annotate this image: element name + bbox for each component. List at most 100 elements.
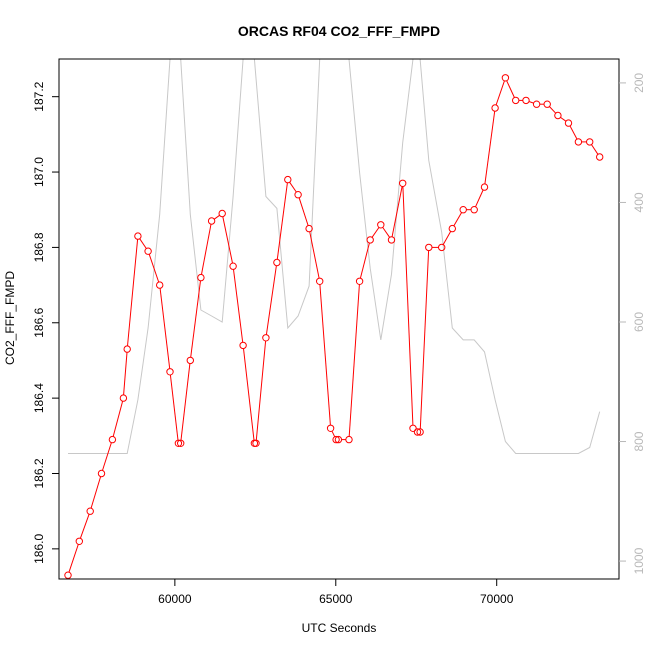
series-segment [331,430,336,437]
data-point [156,281,164,289]
data-point [355,277,364,285]
data-point [448,224,456,233]
data-point [119,394,128,402]
series-segment [319,284,331,426]
data-point [438,243,446,252]
y2-tick-label: 800 [632,431,646,451]
series-segment [475,189,484,208]
data-point [64,571,72,579]
series-segment [453,212,463,227]
data-point [522,96,530,105]
series-segment [506,80,515,98]
series-segment [201,224,212,275]
data-point [86,507,94,515]
series-segment [382,227,391,238]
series-segment [359,242,370,279]
data-point [326,424,335,432]
data-point [377,221,385,229]
data-point [345,435,353,444]
y-tick-label: 186.2 [32,458,46,488]
data-point [332,435,340,444]
data-point [399,179,407,188]
y2-tick-label: 400 [632,192,646,212]
series-segment [560,116,567,122]
series-segment [549,106,557,114]
data-point [166,368,174,376]
data-point [512,96,520,105]
series-segment [139,238,147,249]
y-tick-label: 187.0 [32,157,46,187]
secondary-series [68,59,601,454]
chart-title: ORCAS RF04 CO2_FFF_FMPD [238,23,440,39]
series-segment [298,197,309,226]
y-axis: 186.0 186.2 186.4 186.6 186.8 187.0 187.2 [32,81,59,564]
x-tick-label: 60000 [158,592,192,606]
data-point [574,138,583,146]
x-axis: 60000 65000 70000 [158,579,514,606]
series-segment [495,80,505,106]
y-tick-label: 186.4 [32,383,46,413]
data-point [144,247,152,255]
y2-tick-label: 200 [632,73,646,93]
series-segment [169,374,179,441]
data-point [596,153,604,161]
data-point [252,439,260,447]
series-segment [148,254,160,283]
series-segment [233,269,244,343]
series-segment [255,340,267,441]
series-segment [484,111,496,184]
x-tick-label: 70000 [480,592,514,606]
data-point [123,345,131,353]
data-point [586,138,594,146]
data-point [197,273,205,282]
data-point [229,262,237,270]
data-point [425,243,433,252]
data-point [409,424,417,432]
series-segment [127,239,139,347]
y-tick-label: 186.6 [32,307,46,337]
data-point [554,111,562,120]
data-point [459,206,467,214]
data-point [501,74,510,82]
series-segment [569,125,578,140]
data-point [75,537,84,545]
plot-frame [58,58,620,580]
series-segment [180,363,191,441]
series-segment [79,514,90,539]
data-point [97,469,106,478]
data-point [207,217,216,225]
series-segment [190,280,201,358]
series-segment [123,352,128,395]
data-point [108,435,117,444]
data-point [532,100,541,108]
data-point [334,435,343,444]
series-segment [90,476,102,509]
data-point [366,236,374,244]
data-point [262,334,270,342]
series-segment [112,401,124,437]
y-tick-label: 186.0 [32,534,46,564]
data-point [294,191,302,199]
series-segment [348,284,360,437]
y-tick-label: 186.8 [32,232,46,262]
secondary-series-line [68,59,601,454]
y2-tick-label: 1000 [632,547,646,574]
series-segment [243,348,255,441]
data-point [491,104,499,112]
data-point [413,428,422,436]
data-point [134,232,142,240]
data-point [543,100,551,108]
series-segment [371,227,380,238]
series-segment [222,216,233,264]
series-segment [442,231,452,245]
series-segment [309,231,320,279]
data-point [305,224,313,233]
data-point [273,258,281,267]
series-segment [159,288,171,369]
data-point [174,439,183,447]
data-point [480,183,489,191]
y2-tick-label: 600 [632,312,646,332]
y-axis-label: CO2_FFF_FMPD [3,271,17,365]
data-point [416,428,424,436]
